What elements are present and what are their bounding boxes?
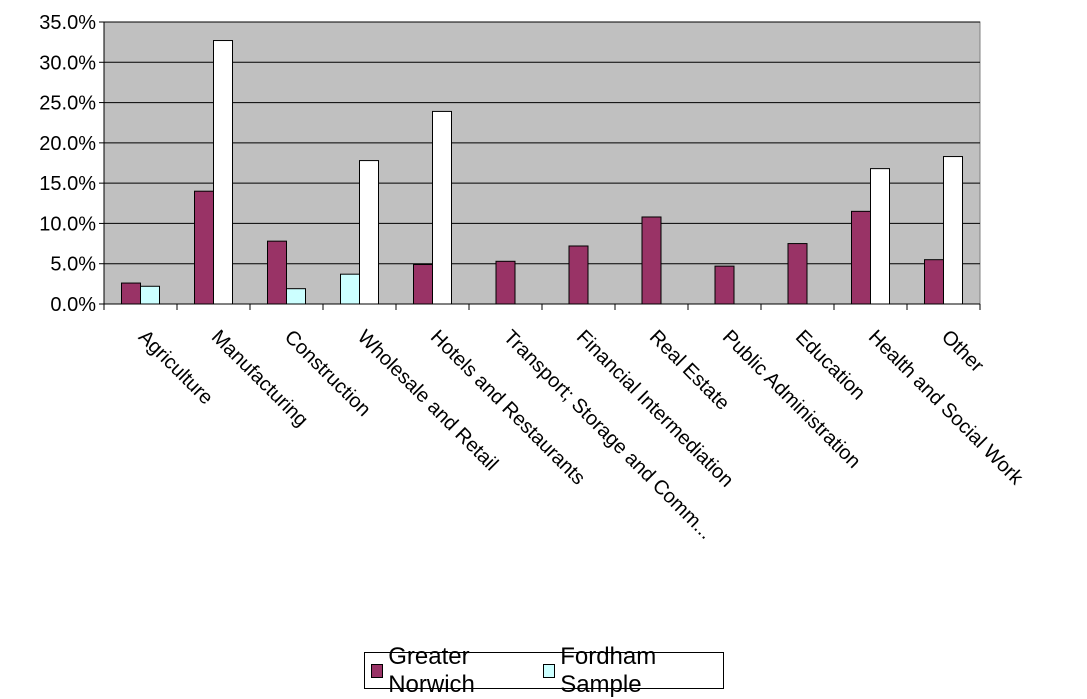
bar-greater-norwich-agriculture [121, 282, 141, 305]
bar-greater-norwich-public-administration [714, 265, 735, 305]
bar-greater-norwich-real-estate [641, 216, 662, 305]
bar-fordham-sample-agriculture [140, 285, 160, 305]
y-tick-label: 0.0% [50, 294, 96, 316]
x-axis-category-labels: AgricultureManufacturingConstructionWhol… [134, 326, 1028, 544]
legend: Greater Norwich Fordham Sample [364, 643, 724, 698]
bar-greater-norwich-other [924, 259, 944, 305]
x-category-label-health-and-social-work: Health and Social Work [864, 326, 1028, 490]
legend-label-greater-norwich: Greater Norwich [388, 642, 475, 698]
legend-swatch-greater-norwich [371, 663, 384, 678]
x-category-label-other: Other [937, 326, 988, 377]
plot-area [103, 21, 981, 305]
bar-fordham-sample-wholesale-and-retail [340, 273, 360, 305]
bar-greater-norwich-construction [267, 240, 287, 305]
bar-greater-norwich-hotels-and-restaurants [413, 264, 433, 305]
bar-greater-norwich-education [787, 243, 808, 305]
bar-series-3-hotels-and-restaurants [432, 110, 452, 305]
y-tick-label: 35.0% [39, 12, 96, 34]
bar-series-3-other [943, 156, 963, 305]
x-category-label-public-administration: Public Administration [718, 326, 865, 473]
bar-series-3-wholesale-and-retail [359, 160, 379, 305]
axes [99, 21, 981, 310]
x-category-label-education: Education [791, 326, 869, 404]
y-tick-label: 25.0% [39, 93, 96, 115]
bar-greater-norwich-manufacturing [194, 190, 214, 305]
y-axis-tick-labels: 0.0% 5.0% 10.0% 15.0% 20.0% 25.0% 30.0% 35.0% [39, 12, 96, 316]
y-tick-label: 20.0% [39, 133, 96, 155]
y-tick-label: 30.0% [39, 52, 96, 74]
bar-series-3-manufacturing [213, 40, 233, 305]
bar-series-3-health-and-social-work [870, 168, 890, 305]
bar-greater-norwich-transport-storage-and-comm [495, 260, 516, 305]
legend-entry-fordham-sample: Fordham Sample [542, 642, 717, 699]
gridlines [104, 21, 980, 265]
y-tick-label: 15.0% [39, 173, 96, 195]
y-tick-label: 5.0% [50, 254, 96, 276]
legend-label-fordham-sample: Fordham Sample [560, 642, 657, 698]
bar-greater-norwich-financial-intermediation [568, 245, 589, 305]
y-tick-label: 10.0% [39, 213, 96, 235]
legend-swatch-fordham-sample [542, 663, 556, 678]
x-category-label-agriculture: Agriculture [134, 326, 217, 409]
bar-greater-norwich-health-and-social-work [851, 210, 871, 305]
bar-fordham-sample-construction [286, 288, 306, 305]
bars [121, 40, 963, 305]
x-category-label-wholesale-and-retail: Wholesale and Retail [353, 326, 502, 475]
legend-entry-greater-norwich: Greater Norwich [371, 643, 537, 699]
